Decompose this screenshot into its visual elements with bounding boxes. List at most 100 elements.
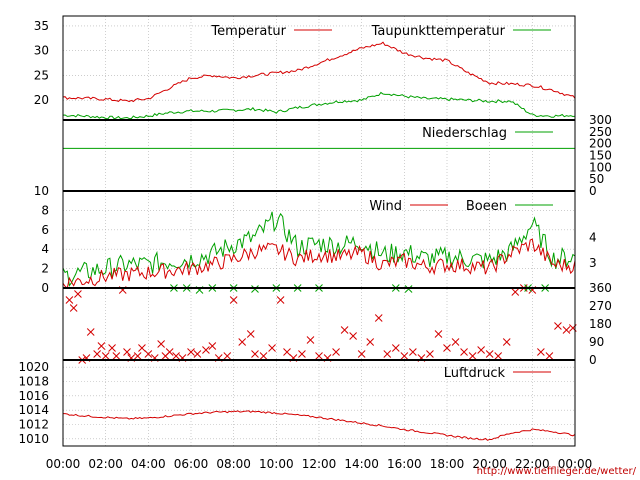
wind-direction-marker (562, 326, 571, 334)
wind-legend-label: Wind (369, 199, 402, 214)
wind-direction-marker (268, 344, 276, 352)
wind-direction-marker (477, 346, 485, 354)
wind-direction-marker (434, 330, 443, 338)
x-tick-label: 04:00 (131, 457, 166, 471)
direction-y-tick-label: 180 (589, 317, 612, 331)
pressure-y-tick-label: 1010 (18, 432, 49, 446)
x-tick-label: 00:00 (46, 457, 81, 471)
pressure-y-tick-label: 1016 (18, 389, 49, 403)
rain-y-tick-label: 50 (589, 172, 604, 186)
direction-y-tick-label: 360 (589, 281, 612, 295)
wind-direction-marker (193, 350, 202, 358)
wind-y-tick-label: 2 (41, 262, 49, 276)
wind-direction-marker (306, 336, 315, 344)
wind-direction-marker (157, 340, 165, 348)
wind-direction-marker (460, 348, 468, 356)
x-tick-label: 00:00 (558, 457, 593, 471)
wind-direction-marker (537, 348, 545, 356)
dewpoint-legend-label: Taupunkttemperatur (371, 24, 506, 39)
direction-y-tick-label: 90 (589, 335, 604, 349)
pressure-legend-label: Luftdruck (444, 366, 506, 381)
wind-direction-marker (123, 348, 131, 356)
temp-y-tick-label: 30 (34, 44, 49, 58)
wind-direction-marker (554, 322, 562, 330)
wind-direction-marker (485, 350, 494, 358)
wind-direction-marker (298, 350, 306, 358)
wind-y-tick-label: 10 (34, 184, 49, 198)
wind-direction-marker (187, 348, 195, 356)
wind-direction-marker (65, 296, 74, 304)
wind-direction-marker (251, 350, 259, 358)
x-tick-label: 06:00 (174, 457, 209, 471)
x-tick-label: 22:00 (515, 457, 550, 471)
wind-direction-marker (259, 352, 268, 360)
wind-direction-marker (229, 296, 238, 304)
wind-direction-marker (93, 350, 101, 358)
pressure-y-tick-label: 1020 (18, 360, 49, 374)
temp-y-tick-label: 25 (34, 68, 49, 82)
rain-y-tick-label: 0 (589, 184, 597, 198)
precipitation-legend-label: Niederschlag (422, 126, 507, 141)
wind-direction-marker (86, 328, 95, 336)
x-tick-label: 18:00 (430, 457, 465, 471)
wind-direction-marker (276, 296, 285, 304)
pressure-line (63, 410, 576, 441)
x-tick-label: 08:00 (216, 457, 251, 471)
wind-y-tick-label: 8 (41, 203, 49, 217)
temperature-line (62, 41, 576, 103)
wind-direction-marker (208, 342, 217, 350)
pressure-y-tick-label: 1018 (18, 375, 49, 389)
wind-direction-marker (374, 314, 383, 322)
x-tick-label: 16:00 (387, 457, 422, 471)
pressure-y-tick-label: 1014 (18, 403, 49, 417)
wind-direction-marker (502, 338, 511, 346)
gust-legend-label: Boeen (466, 199, 507, 214)
x-tick-label: 10:00 (259, 457, 294, 471)
wind-y-tick-label: 4 (41, 242, 49, 256)
rain-y-tick-label: 300 (589, 113, 612, 127)
wind-direction-marker (283, 348, 291, 356)
temp-y-tick-label: 35 (34, 19, 49, 33)
wind-beaufort-tick-label: 3 (589, 256, 597, 270)
wind-direction-marker (400, 352, 409, 360)
wind-direction-marker (238, 338, 247, 346)
wind-direction-marker (468, 352, 477, 360)
wind-direction-marker (74, 290, 82, 298)
grid-layer (62, 16, 576, 446)
wind-direction-marker (315, 352, 323, 360)
wind-direction-marker (340, 326, 349, 334)
wind-direction-marker (383, 350, 392, 358)
pressure-y-tick-label: 1012 (18, 418, 49, 432)
gust-line (62, 211, 576, 287)
wind-direction-marker (443, 344, 451, 352)
wind-direction-marker (349, 332, 357, 340)
wind-direction-marker (172, 352, 180, 360)
wind-direction-marker (332, 348, 340, 356)
wind-direction-marker (357, 350, 366, 358)
wind-direction-marker (391, 344, 400, 352)
wind-line (62, 238, 576, 289)
text-layer: 00:00 02:00 04:00 06:00 08:00 10:00 12:00 14:00… (18, 19, 611, 471)
wind-direction-marker (108, 344, 116, 352)
wind-direction-marker (101, 352, 110, 360)
rain-y-tick-label: 150 (589, 149, 612, 163)
wind-direction-marker (112, 352, 121, 360)
wind-direction-marker (409, 348, 417, 356)
wind-direction-marker (97, 342, 106, 350)
wind-direction-marker (545, 352, 554, 360)
wind-direction-marker (511, 288, 520, 296)
wind-direction-marker (366, 338, 375, 346)
x-tick-label: 12:00 (302, 457, 337, 471)
wind-direction-marker (138, 344, 146, 352)
wind-direction-marker (69, 304, 78, 312)
dewpoint-line (62, 91, 576, 120)
wind-y-tick-label: 6 (41, 223, 49, 237)
rain-y-tick-label: 200 (589, 137, 612, 151)
data-layer (62, 41, 577, 441)
wind-y-tick-label: 0 (41, 281, 49, 295)
panel-frames (62, 15, 576, 447)
footer-url: http://www.tiefflieger.de/wetter/ (477, 466, 637, 477)
x-tick-label: 14:00 (344, 457, 379, 471)
direction-y-tick-label: 0 (589, 353, 597, 367)
